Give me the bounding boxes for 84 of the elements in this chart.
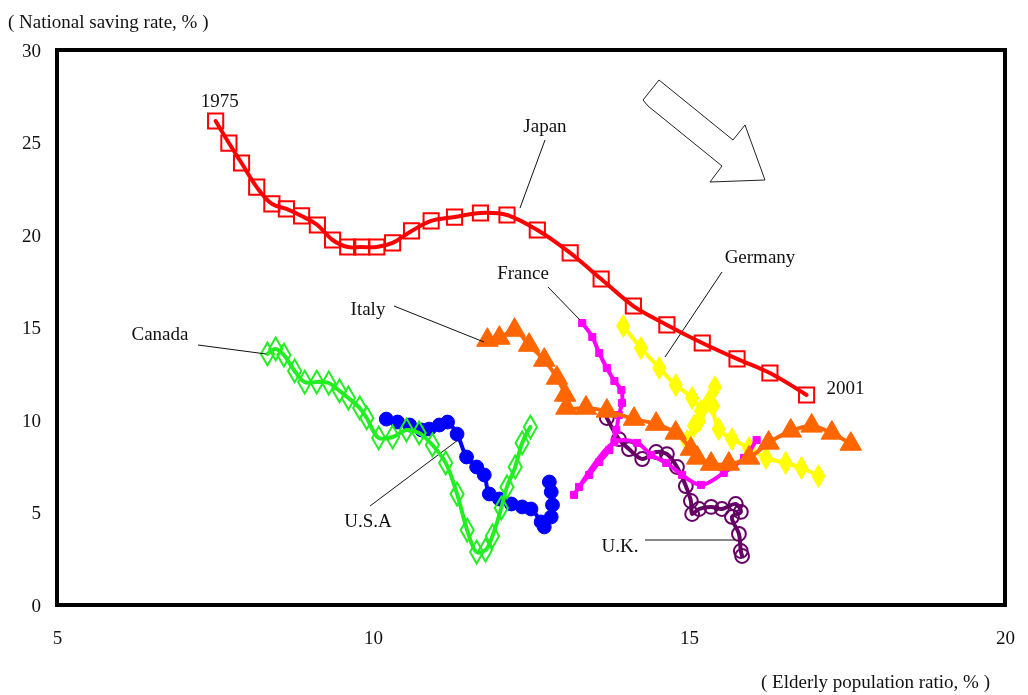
point xyxy=(561,244,579,262)
point xyxy=(684,506,701,522)
x-tick-label: 20 xyxy=(996,627,1015,649)
point xyxy=(569,490,579,499)
point xyxy=(595,457,604,467)
point xyxy=(232,154,251,172)
point xyxy=(634,451,651,467)
point xyxy=(207,112,225,130)
point xyxy=(734,548,750,564)
y-tick-label: 15 xyxy=(22,317,41,339)
point xyxy=(617,398,627,408)
point xyxy=(691,501,708,517)
point xyxy=(682,493,699,509)
point xyxy=(528,221,546,239)
text: U.K. xyxy=(601,535,639,556)
point xyxy=(610,376,619,385)
point xyxy=(658,316,676,334)
point xyxy=(658,446,675,462)
point xyxy=(248,178,266,196)
point xyxy=(612,425,621,435)
point xyxy=(368,238,386,256)
point xyxy=(339,238,357,256)
text: U.S.A xyxy=(344,510,393,531)
y-tick-label: 5 xyxy=(31,502,41,524)
x-axis-title: ( Elderly population ratio, % ) xyxy=(761,671,990,693)
point xyxy=(727,496,744,512)
y-tick-label: 25 xyxy=(22,132,41,154)
point xyxy=(445,208,464,226)
annotation: 2001 xyxy=(826,377,865,399)
text: France xyxy=(497,262,549,283)
point xyxy=(624,297,642,315)
point xyxy=(592,270,610,288)
point xyxy=(293,207,311,225)
y-axis-title: ( National saving rate, % ) xyxy=(8,11,209,33)
point xyxy=(728,350,746,368)
text: Canada xyxy=(131,323,190,344)
point xyxy=(677,478,694,494)
annotation: 1975 xyxy=(200,90,239,112)
point xyxy=(678,470,687,479)
point xyxy=(752,435,761,445)
point xyxy=(732,504,749,520)
point xyxy=(633,438,642,447)
point xyxy=(696,480,706,489)
point xyxy=(693,334,711,352)
point xyxy=(713,501,730,517)
text: Italy xyxy=(350,298,386,319)
point xyxy=(595,348,604,358)
point xyxy=(669,459,685,475)
x-tick-label: 15 xyxy=(680,627,699,649)
x-tick-label: 5 xyxy=(52,627,63,649)
point xyxy=(602,363,611,373)
point xyxy=(277,200,295,218)
y-tick-label: 30 xyxy=(22,39,41,61)
text: Germany xyxy=(724,246,796,267)
text: Japan xyxy=(523,115,568,136)
point xyxy=(617,385,626,395)
point xyxy=(724,509,740,525)
y-tick-label: 10 xyxy=(22,409,41,431)
y-tick-label: 20 xyxy=(22,224,41,246)
point xyxy=(797,386,816,404)
point xyxy=(731,526,747,542)
point xyxy=(308,216,326,234)
x-tick-label: 10 xyxy=(364,627,383,649)
point xyxy=(498,206,516,224)
point xyxy=(648,444,665,460)
point xyxy=(471,204,490,222)
point xyxy=(353,238,371,256)
point xyxy=(732,543,749,559)
point xyxy=(761,364,779,382)
point xyxy=(662,458,671,467)
point xyxy=(588,332,597,341)
point xyxy=(703,499,720,515)
point xyxy=(263,195,281,213)
point xyxy=(220,134,238,152)
point xyxy=(384,234,402,252)
point xyxy=(323,231,342,249)
point xyxy=(585,470,594,479)
point xyxy=(605,445,614,455)
point xyxy=(578,319,587,328)
point xyxy=(575,482,584,492)
point xyxy=(422,212,440,230)
y-tick-label: 0 xyxy=(31,594,41,616)
point xyxy=(402,222,421,240)
point xyxy=(621,441,637,457)
